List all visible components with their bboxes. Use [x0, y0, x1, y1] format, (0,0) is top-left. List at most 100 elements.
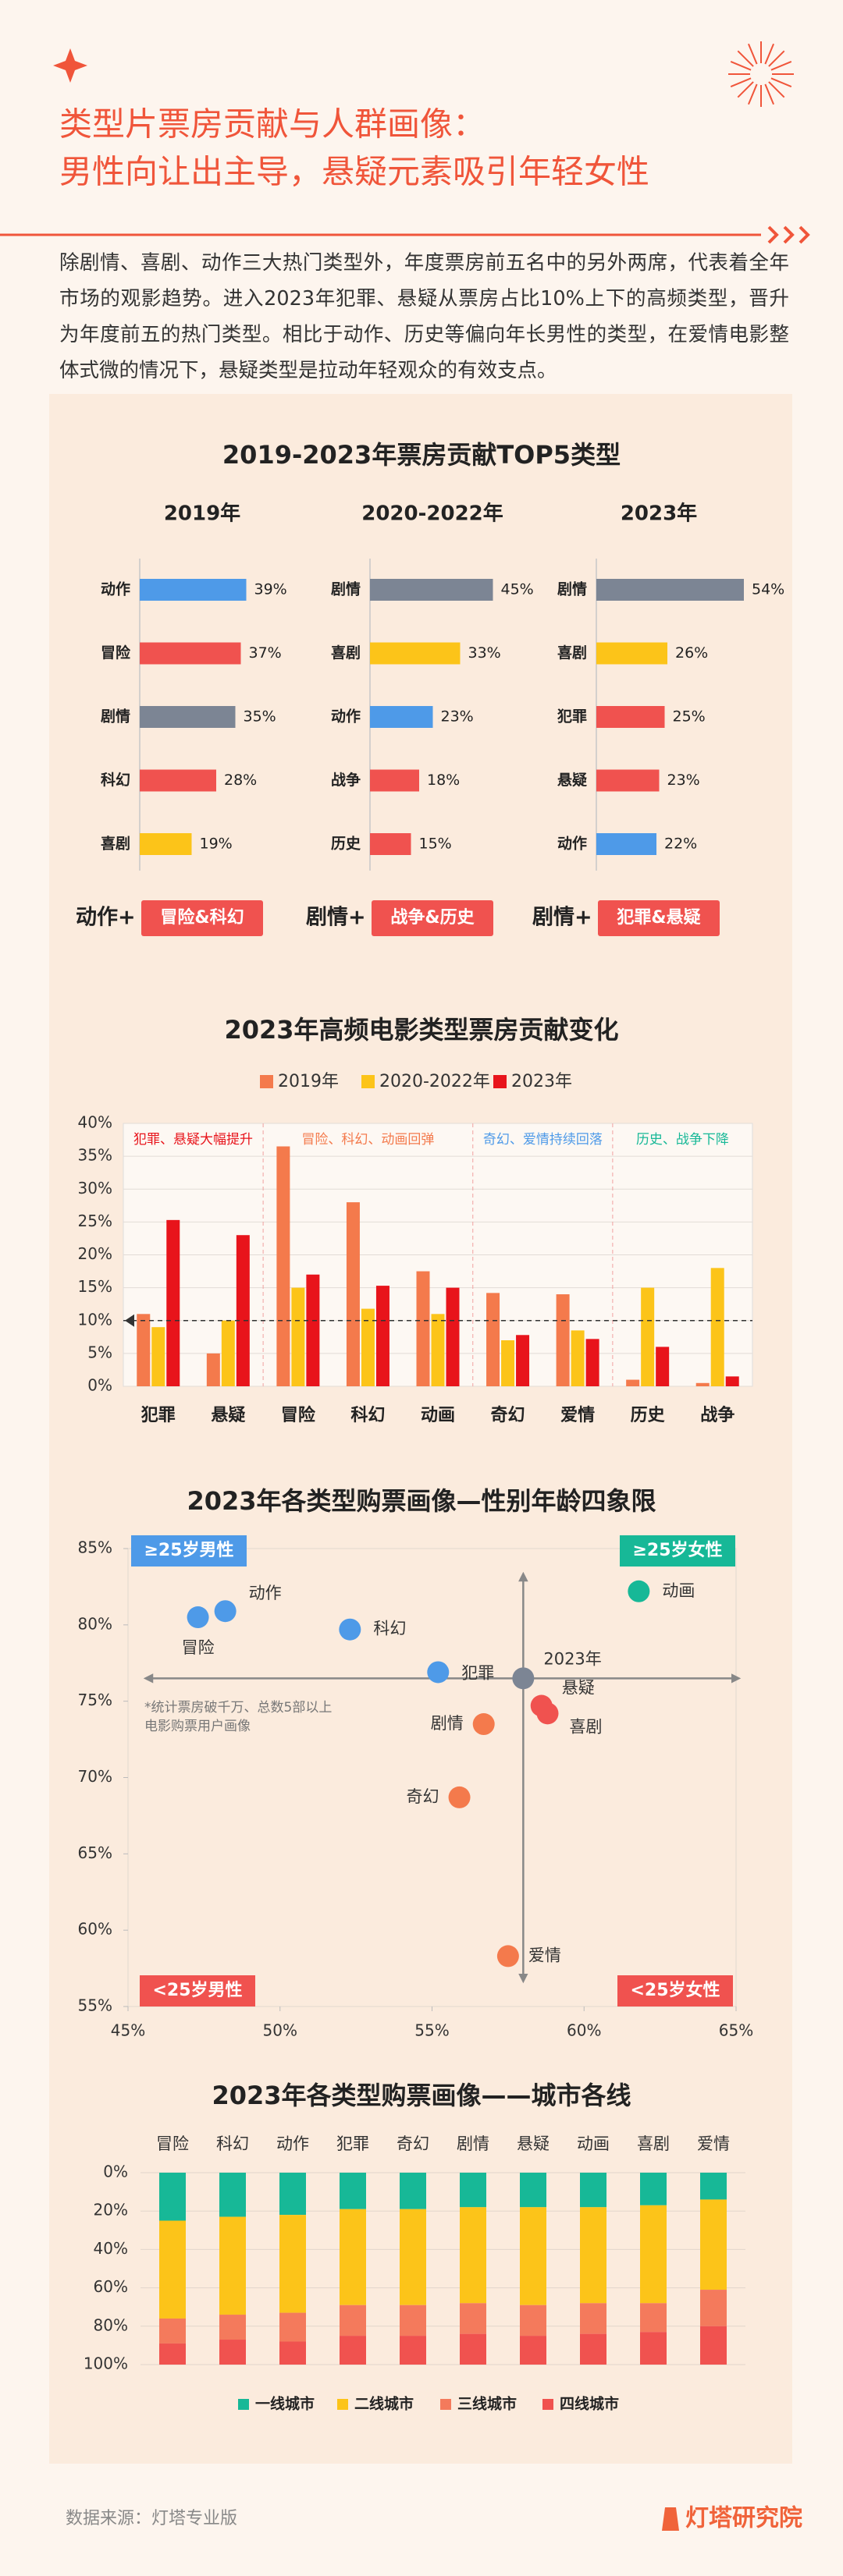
value-label: 45%	[501, 581, 534, 598]
point-label: 奇幻	[407, 1787, 439, 1806]
firework-ray	[737, 50, 754, 67]
x-tick-label: 科幻	[216, 2134, 249, 2153]
x-tick-label: 剧情	[457, 2134, 489, 2153]
value-label: 37%	[249, 644, 282, 662]
value-label: 23%	[441, 708, 474, 726]
x-tick-label: 冒险	[156, 2134, 189, 2153]
x-tick-label: 喜剧	[637, 2134, 670, 2153]
legend-label: 一线城市	[255, 2395, 315, 2413]
firework-ray	[768, 50, 785, 67]
bar	[206, 1353, 220, 1386]
x-tick-label: 50%	[263, 2021, 297, 2040]
point-label: 喜剧	[570, 1717, 603, 1736]
category-label: 科幻	[101, 771, 130, 789]
category-label: 悬疑	[557, 772, 587, 789]
bar-segment	[700, 2173, 727, 2200]
x-tick-label: 45%	[111, 2021, 145, 2040]
legend-label: 2023年	[511, 1072, 572, 1091]
x-tick-label: 奇幻	[491, 1405, 525, 1425]
point-label: 剧情	[431, 1714, 464, 1733]
bar-segment	[219, 2315, 246, 2340]
bar	[140, 769, 216, 792]
bar	[710, 1268, 724, 1386]
annotation: 冒险、科幻、动画回弹	[301, 1132, 434, 1148]
annotation: 奇幻、爱情持续回落	[483, 1132, 603, 1148]
bar	[431, 1314, 445, 1386]
bar	[556, 1294, 570, 1386]
legend-swatch	[542, 2399, 553, 2410]
point	[496, 1945, 519, 1967]
y-tick-label: 80%	[78, 1614, 112, 1633]
bar-segment	[640, 2332, 667, 2365]
bar	[571, 1330, 585, 1386]
point	[427, 1661, 450, 1684]
bar	[221, 1320, 235, 1386]
bar	[370, 706, 433, 728]
y-tick-label: 85%	[78, 1538, 112, 1557]
bar	[516, 1335, 530, 1386]
x-tick-label: 动作	[276, 2134, 309, 2153]
bar	[140, 833, 192, 855]
bar-segment	[640, 2205, 667, 2304]
bar-segment	[580, 2333, 606, 2365]
annotation: 犯罪、悬疑大幅提升	[133, 1132, 253, 1148]
chart-title: 2023年高频电影类型票房贡献变化	[224, 1015, 618, 1045]
bar	[596, 642, 667, 665]
y-tick-label: 100%	[84, 2354, 128, 2373]
bar-segment	[340, 2336, 366, 2365]
bar-segment	[219, 2340, 246, 2365]
x-tick-label: 历史	[631, 1406, 666, 1425]
x-tick-label: 科幻	[350, 1405, 385, 1425]
category-label: 喜剧	[331, 644, 361, 662]
bar	[695, 1382, 710, 1386]
bar-segment	[340, 2209, 366, 2305]
firework-ray	[737, 81, 754, 98]
legend-swatch	[238, 2399, 249, 2410]
summary-badge-text: 犯罪&悬疑	[616, 907, 700, 928]
bar-segment	[159, 2173, 186, 2221]
point-label: 犯罪	[461, 1663, 494, 1682]
category-label: 动作	[557, 835, 587, 853]
firework-ray	[764, 43, 774, 65]
quadrant-label: ≥25岁男性	[144, 1540, 233, 1560]
point-label: 悬疑	[562, 1679, 595, 1698]
category-label: 动作	[331, 708, 361, 726]
summary-badge	[372, 900, 493, 936]
summary-badge	[141, 900, 263, 936]
brand-icon	[662, 2507, 679, 2531]
bar	[151, 1327, 165, 1386]
chart-title: 2019-2023年票房贡献TOP5类型	[222, 440, 621, 470]
x-tick-label: 悬疑	[517, 2134, 550, 2153]
bar-segment	[580, 2303, 606, 2334]
legend-swatch	[260, 1075, 273, 1088]
bar-segment	[700, 2199, 727, 2290]
value-label: 35%	[244, 708, 276, 726]
chevron	[767, 225, 779, 244]
bar-segment	[640, 2303, 667, 2333]
firework-ray	[764, 83, 774, 105]
value-label: 19%	[200, 836, 233, 853]
value-label: 28%	[224, 772, 257, 789]
firework-ray	[768, 81, 785, 98]
x-tick-label: 动画	[421, 1406, 455, 1425]
bar	[626, 1379, 640, 1386]
quadrant-label: <25岁男性	[152, 1980, 242, 2000]
y-tick-label: 60%	[94, 2277, 128, 2296]
point	[187, 1606, 209, 1629]
bar-segment	[460, 2173, 486, 2208]
bar-segment	[460, 2207, 486, 2304]
bar-segment	[520, 2305, 546, 2336]
quadrant-label: ≥25岁女性	[632, 1540, 722, 1560]
legend-swatch	[440, 2399, 451, 2410]
bar	[375, 1286, 389, 1386]
bar	[370, 642, 461, 665]
value-label: 23%	[667, 772, 700, 789]
summary-badge-text: 冒险&科幻	[160, 907, 244, 928]
bar-segment	[219, 2216, 246, 2315]
title-line: 男性向让出主导，悬疑元素吸引年轻女性	[59, 153, 649, 191]
summary-badge-text: 战争&历史	[390, 907, 475, 928]
firework-ray	[770, 61, 792, 71]
x-tick-label: 动画	[577, 2134, 610, 2153]
x-tick-label: 悬疑	[211, 1406, 245, 1425]
